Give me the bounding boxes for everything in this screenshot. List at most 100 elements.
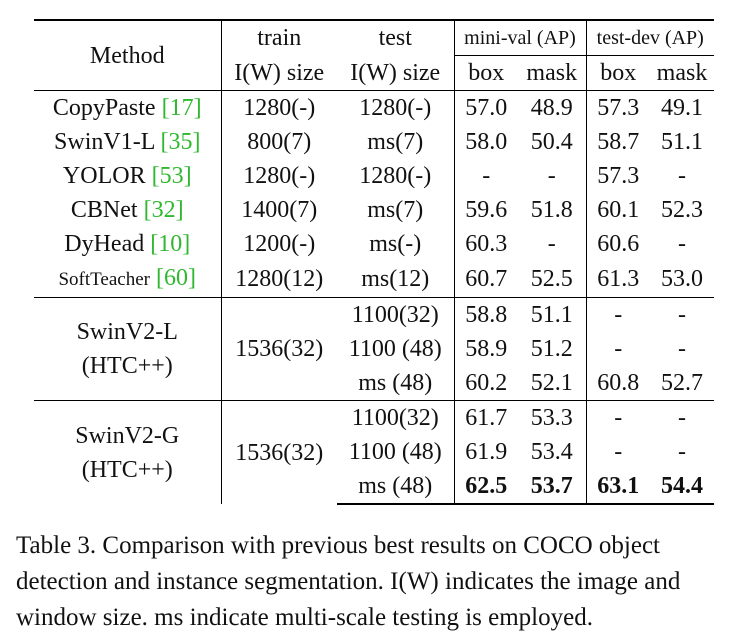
testdev-box: 60.8 <box>597 370 640 396</box>
testdev-box: - <box>614 336 623 362</box>
table-row: 1100 (48) 58.9 51.2 - - <box>34 332 714 366</box>
table-caption: Table 3. Comparison with previous best r… <box>16 532 681 631</box>
method-header: Method <box>34 19 222 91</box>
method-name: CBNet [32] <box>34 193 222 227</box>
test-size: ms(7) <box>337 193 455 227</box>
minival-mask: 51.8 <box>518 193 587 227</box>
citation-link[interactable]: [60] <box>156 265 196 291</box>
method-name: SoftTeacher [60] <box>34 261 222 298</box>
testdev-mask: - <box>678 231 686 257</box>
testdev-box: 58.7 <box>597 129 640 155</box>
method-name: SwinV1-L [35] <box>34 125 222 159</box>
minival-mask: 52.1 <box>518 366 587 401</box>
minival-mask: 53.7 <box>518 469 587 505</box>
results-table: Method train test mini-val (AP) test-dev… <box>34 19 714 505</box>
testdev-mask: - <box>678 163 686 189</box>
citation-link[interactable]: [10] <box>150 231 191 257</box>
testdev-box: 60.1 <box>597 197 640 223</box>
testdev-box: 57.3 <box>586 90 650 125</box>
table-row: DyHead [10] 1200(-) ms(-) 60.3 - 60.6 - <box>34 227 714 261</box>
table-row: YOLOR [53] 1280(-) 1280(-) - - 57.3 - <box>34 159 714 193</box>
minival-box: 58.0 <box>465 129 508 155</box>
test-size: 1100(32) <box>337 297 455 332</box>
testdev-mask: - <box>650 297 714 332</box>
testdev-mask: 51.1 <box>661 129 703 155</box>
minival-mask: 51.2 <box>518 332 587 366</box>
minival-box: 61.9 <box>465 439 508 465</box>
table-row: SwinV2-G (HTC++) 1536(32) 1100(32) 61.7 5… <box>34 400 714 504</box>
testdev-box: 60.6 <box>597 231 640 257</box>
minival-box: 58.9 <box>465 336 508 362</box>
testdev-mask: 49.1 <box>650 90 714 125</box>
group-method-name: SwinV2-L (HTC++) <box>34 297 222 401</box>
testdev-mask: - <box>650 400 714 435</box>
method-name: DyHead [10] <box>34 227 222 261</box>
test-size: 1100(32) <box>337 400 455 435</box>
testdev-box: - <box>586 400 650 435</box>
train-size: 1200(-) <box>243 231 316 257</box>
table-row: 1100 (48) 61.9 53.4 - - <box>34 435 714 469</box>
minival-mask: 53.4 <box>518 435 587 469</box>
test-size: 1280(-) <box>337 90 455 125</box>
testdev-mask: 54.4 <box>650 469 714 505</box>
table-row: SwinV2-L (HTC++) 1536(32) 1100(32) 58.8 5… <box>34 297 714 401</box>
test-header-bottom: I(W) size <box>337 55 455 91</box>
minival-mask: - <box>518 159 587 193</box>
minival-mask: 48.9 <box>518 90 587 125</box>
testdev-mask: 53.0 <box>661 266 703 292</box>
test-size: ms (48) <box>337 469 455 505</box>
testdev-mask-header: mask <box>656 60 708 86</box>
header-row-2: I(W) size I(W) size box mask box mask <box>34 55 714 91</box>
train-size: 1400(7) <box>241 197 318 223</box>
testdev-box: 57.3 <box>597 163 640 189</box>
minival-box: 60.2 <box>465 370 508 396</box>
test-size: 1280(-) <box>337 159 455 193</box>
train-header-top: train <box>221 19 337 56</box>
train-header-bottom: I(W) size <box>234 59 325 86</box>
test-size: 1100 (48) <box>337 435 455 469</box>
train-size: 1536(32) <box>221 297 337 401</box>
minival-mask-header: mask <box>518 55 587 91</box>
minival-mask: - <box>518 227 587 261</box>
train-size: 800(7) <box>247 129 312 155</box>
citation-link[interactable]: [35] <box>160 129 201 155</box>
minival-box: 57.0 <box>454 90 518 125</box>
test-size: ms (48) <box>337 366 455 401</box>
table-row: ms (48) 60.2 52.1 60.8 52.7 <box>34 366 714 401</box>
method-name: YOLOR [53] <box>34 159 222 193</box>
citation-link[interactable]: [53] <box>151 163 192 189</box>
citation-link[interactable]: [32] <box>143 197 184 223</box>
minival-mask: 53.3 <box>518 400 587 435</box>
citation-link[interactable]: [17] <box>161 95 202 121</box>
testdev-box: 63.1 <box>586 469 650 505</box>
minival-box: 62.5 <box>454 469 518 505</box>
train-size: 1536(32) <box>221 400 337 504</box>
minival-box: 58.8 <box>454 297 518 332</box>
testdev-box-header: box <box>600 60 637 86</box>
table-row: CBNet [32] 1400(7) ms(7) 59.6 51.8 60.1 … <box>34 193 714 227</box>
train-size: 1280(-) <box>243 163 316 189</box>
table-row: ms (48) 62.5 53.7 63.1 54.4 <box>34 469 714 505</box>
train-size: 1280(-) <box>221 90 337 125</box>
testdev-box: 61.3 <box>597 266 640 292</box>
testdev-header: test-dev (AP) <box>586 19 714 56</box>
minival-header: mini-val (AP) <box>454 19 587 56</box>
table-row: CopyPaste [17] 1280(-) 1280(-) 57.0 48.9… <box>34 90 714 125</box>
group-method-name: SwinV2-G (HTC++) <box>34 400 222 504</box>
minival-box: 59.6 <box>465 197 508 223</box>
minival-box: 60.7 <box>465 266 508 292</box>
testdev-mask: 52.3 <box>661 197 703 223</box>
method-name: CopyPaste [17] <box>34 90 222 125</box>
testdev-box: - <box>614 439 623 465</box>
testdev-box: - <box>586 297 650 332</box>
test-header-top: test <box>337 19 455 56</box>
test-size: ms(7) <box>337 125 455 159</box>
minival-mask: 52.5 <box>518 261 587 298</box>
minival-box: - <box>482 163 491 189</box>
testdev-mask: - <box>678 439 686 465</box>
test-size: 1100 (48) <box>337 332 455 366</box>
test-size: ms(12) <box>337 261 455 298</box>
train-size: 1280(12) <box>235 266 324 292</box>
minival-mask: 51.1 <box>518 297 587 332</box>
minival-mask: 50.4 <box>518 125 587 159</box>
